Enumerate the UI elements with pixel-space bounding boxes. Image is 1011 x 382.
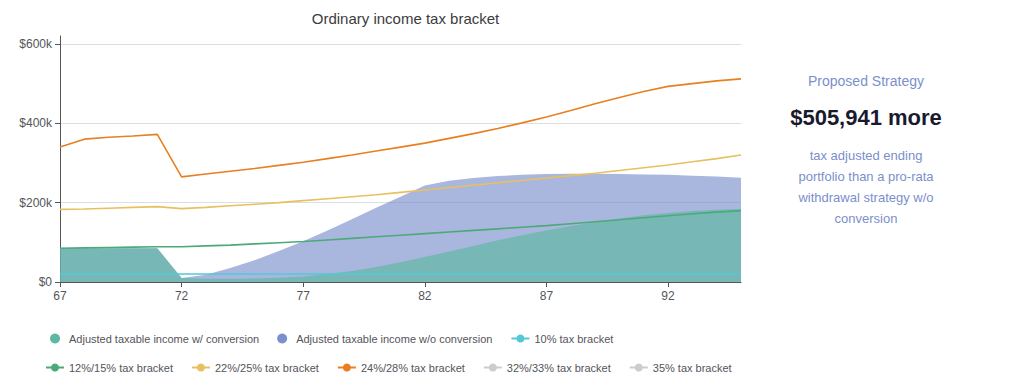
svg-text:Adjusted taxable income w/ con: Adjusted taxable income w/ conversion	[69, 333, 259, 345]
svg-text:24%/28% tax bracket: 24%/28% tax bracket	[361, 362, 465, 374]
svg-text:72: 72	[175, 289, 189, 303]
svg-text:$400k: $400k	[19, 116, 53, 130]
svg-text:82: 82	[418, 289, 432, 303]
svg-text:Ordinary income tax bracket: Ordinary income tax bracket	[312, 10, 500, 27]
svg-text:Proposed Strategy: Proposed Strategy	[808, 73, 924, 89]
svg-text:12%/15% tax bracket: 12%/15% tax bracket	[69, 362, 173, 374]
svg-text:87: 87	[540, 289, 554, 303]
svg-text:withdrawal strategy w/o: withdrawal strategy w/o	[797, 190, 933, 205]
svg-text:32%/33% tax bracket: 32%/33% tax bracket	[507, 362, 611, 374]
svg-text:$600k: $600k	[19, 37, 53, 51]
svg-text:$0: $0	[39, 275, 53, 289]
svg-text:10% tax bracket: 10% tax bracket	[534, 333, 613, 345]
svg-text:tax adjusted ending: tax adjusted ending	[810, 148, 923, 163]
svg-text:35% tax bracket: 35% tax bracket	[653, 362, 732, 374]
svg-text:$505,941 more: $505,941 more	[790, 105, 942, 130]
svg-text:77: 77	[297, 289, 311, 303]
svg-text:Adjusted taxable income w/o co: Adjusted taxable income w/o conversion	[296, 333, 492, 345]
svg-text:portfolio than a pro-rata: portfolio than a pro-rata	[798, 169, 934, 184]
svg-text:92: 92	[661, 289, 675, 303]
svg-text:$200k: $200k	[19, 196, 53, 210]
svg-text:conversion: conversion	[835, 211, 898, 226]
svg-text:67: 67	[53, 289, 67, 303]
svg-text:22%/25% tax bracket: 22%/25% tax bracket	[215, 362, 319, 374]
